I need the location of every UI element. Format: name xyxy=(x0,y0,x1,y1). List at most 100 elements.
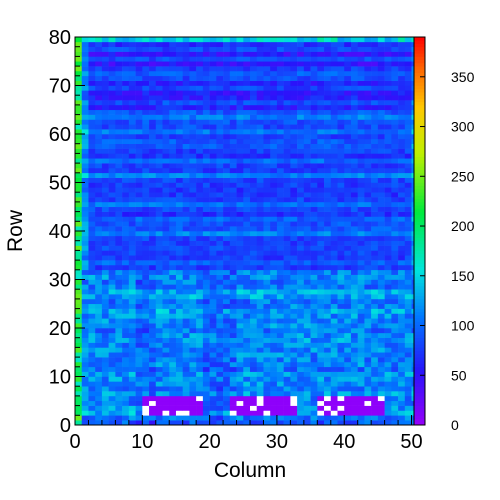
heatmap-cell xyxy=(404,201,412,208)
heatmap-cell xyxy=(101,303,109,309)
heatmap-cell xyxy=(317,342,325,348)
heatmap-cell xyxy=(122,260,130,266)
heatmap-cell xyxy=(290,187,298,193)
heatmap-cell xyxy=(162,66,170,72)
heatmap-cell xyxy=(236,148,244,154)
heatmap-cell xyxy=(81,405,89,411)
heatmap-cell xyxy=(344,66,352,72)
heatmap-cell xyxy=(216,337,224,343)
heatmap-cell xyxy=(371,318,379,324)
heatmap-cell xyxy=(175,80,183,86)
palette-swatch xyxy=(414,95,425,99)
heatmap-cell xyxy=(115,415,123,421)
heatmap-cell xyxy=(303,279,311,285)
heatmap-cell xyxy=(303,313,311,319)
heatmap-cell xyxy=(216,114,224,120)
heatmap-cell xyxy=(384,298,392,305)
heatmap-cell xyxy=(283,46,291,52)
heatmap-cell xyxy=(229,255,237,261)
heatmap-cell xyxy=(324,352,332,358)
heatmap-cell xyxy=(175,221,183,227)
heatmap-cell xyxy=(377,400,385,406)
heatmap-cell xyxy=(344,226,352,232)
heatmap-cell xyxy=(175,41,183,47)
heatmap-cell xyxy=(330,289,338,295)
heatmap-cell xyxy=(350,104,358,111)
heatmap-cell xyxy=(155,328,163,334)
heatmap-cell xyxy=(391,357,399,363)
heatmap-cell xyxy=(384,216,392,222)
heatmap-cell xyxy=(256,386,264,392)
heatmap-cell xyxy=(122,197,130,203)
heatmap-cell xyxy=(169,143,177,149)
heatmap-cell xyxy=(122,328,130,334)
heatmap-cell xyxy=(229,366,237,372)
heatmap-cell xyxy=(101,352,109,358)
heatmap-cell xyxy=(135,51,143,57)
heatmap-cell xyxy=(108,143,116,149)
heatmap-cell xyxy=(344,192,352,198)
heatmap-cell xyxy=(175,235,183,241)
heatmap-cell xyxy=(149,361,157,368)
heatmap-cell xyxy=(256,303,264,309)
heatmap-cell xyxy=(216,201,224,208)
heatmap-cell xyxy=(283,90,291,96)
heatmap-cell xyxy=(357,298,365,305)
heatmap-cell xyxy=(357,386,365,392)
heatmap-cell xyxy=(223,386,231,392)
heatmap-cell xyxy=(337,410,345,416)
heatmap-cell xyxy=(236,395,244,402)
heatmap-cell xyxy=(142,90,150,96)
heatmap-cell xyxy=(364,357,372,363)
heatmap-cell xyxy=(276,37,284,43)
heatmap-cell xyxy=(216,376,224,382)
heatmap-cell xyxy=(303,163,311,169)
heatmap-cell xyxy=(384,172,392,178)
heatmap-cell xyxy=(149,216,157,222)
heatmap-cell xyxy=(364,352,372,358)
heatmap-cell xyxy=(142,206,150,212)
heatmap-cell xyxy=(404,114,412,120)
heatmap-cell xyxy=(398,104,406,111)
heatmap-cell xyxy=(357,206,365,212)
heatmap-cell xyxy=(310,158,318,164)
heatmap-cell xyxy=(88,420,96,426)
heatmap-cell xyxy=(135,211,143,217)
heatmap-cell xyxy=(344,289,352,295)
heatmap-cell xyxy=(243,260,251,266)
heatmap-cell xyxy=(88,192,96,198)
heatmap-cell xyxy=(182,323,190,329)
heatmap-cell xyxy=(75,177,83,183)
heatmap-cell xyxy=(371,66,379,72)
heatmap-cell xyxy=(108,37,116,43)
heatmap-cell xyxy=(128,95,136,101)
heatmap-cell xyxy=(169,357,177,363)
heatmap-cell xyxy=(290,279,298,285)
heatmap-cell xyxy=(108,41,116,47)
heatmap-cell xyxy=(303,138,311,144)
heatmap-cell xyxy=(236,269,244,275)
heatmap-cell xyxy=(324,255,332,261)
heatmap-cell xyxy=(391,153,399,159)
heatmap-cell xyxy=(357,158,365,164)
heatmap-cell xyxy=(209,386,217,392)
heatmap-cell xyxy=(310,260,318,266)
heatmap-cell xyxy=(128,318,136,324)
heatmap-cell xyxy=(236,347,244,353)
heatmap-cell xyxy=(357,211,365,217)
heatmap-cell xyxy=(364,279,372,285)
heatmap-cell xyxy=(142,143,150,149)
palette-swatch xyxy=(414,69,425,73)
heatmap-cell xyxy=(169,129,177,135)
heatmap-cell xyxy=(398,420,406,426)
heatmap-cell xyxy=(324,328,332,334)
heatmap-cell xyxy=(229,361,237,368)
heatmap-cell xyxy=(384,400,392,406)
heatmap-cell xyxy=(404,323,412,329)
heatmap-cell xyxy=(88,153,96,159)
heatmap-cell xyxy=(324,95,332,101)
heatmap-cell xyxy=(155,167,163,174)
heatmap-cell xyxy=(364,70,372,77)
heatmap-cell xyxy=(398,313,406,319)
heatmap-cell xyxy=(357,66,365,72)
